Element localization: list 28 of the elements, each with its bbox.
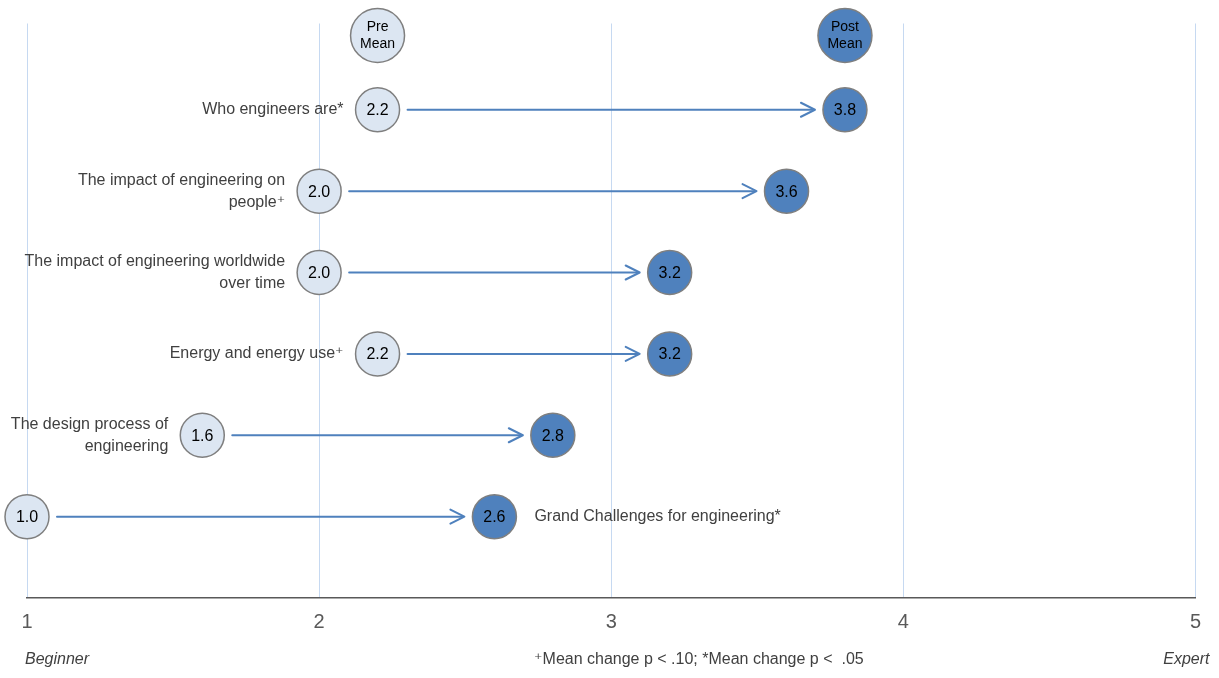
y-tick-label: The impact of engineering on people⁺: [77, 170, 286, 210]
data-label: 2.6: [483, 508, 506, 526]
y-tick-label: The design process of engineering: [10, 414, 169, 454]
text: ⁺Mean change p < .10; *Mean change p < .05: [534, 650, 864, 668]
text: Beginner: [25, 650, 90, 668]
data-label: 3.8: [833, 101, 857, 119]
data-label: 2.2: [366, 345, 389, 363]
y-tick-label: Who engineers are*: [202, 100, 344, 118]
x-tick-label: 1: [21, 609, 33, 632]
text: Pre Mean: [360, 17, 396, 51]
x-tick-label: 2: [313, 609, 325, 632]
data-label: 2.2: [366, 101, 389, 119]
data-label: 3.6: [775, 182, 798, 200]
data-label: 3.2: [658, 263, 681, 281]
y-tick-label: Energy and energy use⁺: [169, 344, 344, 362]
y-tick-label: Grand Challenges for engineering*: [534, 507, 781, 525]
x-tick-label: 4: [897, 609, 909, 632]
x-tick-label: 5: [1189, 609, 1202, 632]
data-label: 2.0: [308, 263, 331, 281]
data-label: 1.6: [191, 426, 214, 444]
x-tick-label: 3: [605, 609, 617, 632]
data-label: 3.2: [658, 345, 681, 363]
data-label: 2.0: [308, 182, 331, 200]
data-label: 2.8: [541, 426, 565, 444]
y-tick-label: The impact of engineering worldwide over time: [24, 251, 286, 291]
text: Post Mean: [827, 17, 863, 51]
text: Expert: [1163, 650, 1211, 668]
data-label: 1.0: [15, 508, 39, 526]
